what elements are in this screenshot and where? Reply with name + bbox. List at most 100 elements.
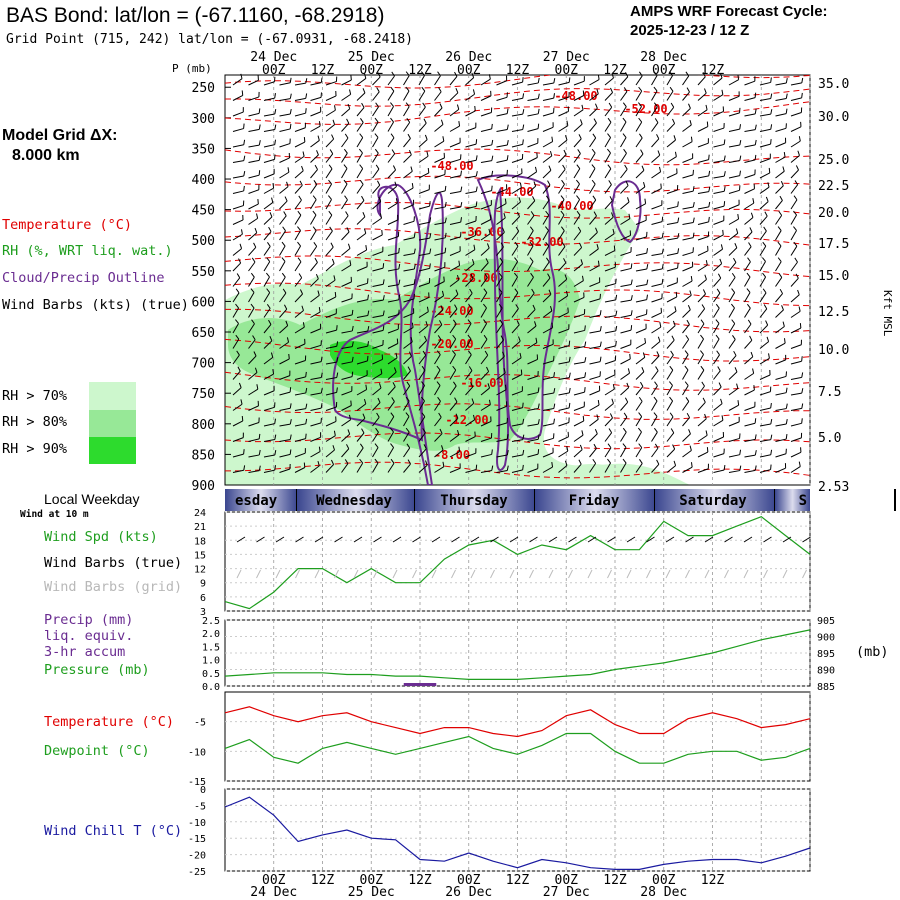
- wind-barb: [558, 278, 568, 287]
- wind-barb: [496, 323, 504, 334]
- wind-barb: [527, 342, 538, 349]
- wind-barb-flag: [241, 229, 243, 235]
- wind-barb-flag: [688, 429, 691, 435]
- wind-barb-flag: [779, 288, 783, 294]
- weekday-cell: [655, 489, 775, 511]
- wind-barb: [573, 80, 585, 86]
- wind-barb: [728, 79, 739, 86]
- wind-barb: [759, 143, 771, 148]
- wind-barb: [403, 385, 411, 396]
- wind-barb-flag: [252, 335, 256, 341]
- wind-barb-flag: [394, 181, 397, 187]
- wind-barb: [434, 433, 443, 442]
- wind-barb-flag: [754, 434, 757, 440]
- wind-barb: [248, 470, 260, 473]
- wind-barb: [511, 374, 523, 380]
- wind-barb-flag: [438, 412, 442, 418]
- wind-barb: [372, 344, 384, 349]
- wind-barb: [775, 293, 783, 303]
- wind-barb: [294, 438, 306, 442]
- wind-barb-flag: [305, 387, 308, 394]
- cloud-outline: [376, 183, 434, 485]
- wind-barb-flag: [367, 341, 370, 347]
- wind-barb-flag: [530, 272, 534, 278]
- grid-point-label: Grid Point (715, 242) lat/lon = (-67.093…: [6, 32, 413, 47]
- wind-barb-flag: [422, 350, 427, 356]
- wind-barb-true: [782, 536, 792, 543]
- wind-barb: [356, 345, 368, 349]
- wind-barb: [620, 431, 627, 442]
- wind-barb: [744, 372, 754, 380]
- wind-barb: [620, 121, 627, 132]
- wind-barb: [294, 170, 304, 179]
- wind-barb-flag: [661, 278, 664, 284]
- wind-barb-flag: [716, 350, 720, 356]
- wind-barb-flag: [320, 372, 323, 378]
- wind-barb: [666, 267, 678, 272]
- wind-barb-flag: [374, 458, 379, 464]
- wind-barb: [449, 236, 461, 241]
- wind-barb-flag: [715, 303, 720, 309]
- kft-tick-label: 17.5: [818, 237, 849, 252]
- wind-barb-flag: [506, 140, 509, 146]
- wind-barb-flag: [336, 341, 339, 347]
- wind-barb: [713, 419, 724, 427]
- wind-barb: [325, 464, 334, 473]
- wind-barb-flag: [305, 93, 308, 99]
- wind-barb: [542, 141, 553, 148]
- wind-barb: [356, 184, 364, 194]
- wind-barb: [341, 215, 349, 225]
- wind-barb: [604, 403, 614, 411]
- isotherm-line: [225, 175, 810, 193]
- hour-label-top: 00Z: [360, 63, 384, 78]
- wind-barb: [635, 236, 647, 241]
- wind-barb-flag: [305, 78, 308, 84]
- wind-barb-flag: [673, 460, 677, 466]
- wind-barb-flag: [529, 226, 534, 231]
- wind-barb: [418, 385, 426, 396]
- wind-barb-flag: [642, 352, 646, 358]
- wind-barb: [589, 137, 597, 148]
- wind-barb: [620, 234, 631, 241]
- wind-barb: [744, 438, 756, 442]
- wind-barb: [759, 201, 769, 210]
- wind-barb: [263, 187, 274, 194]
- wind-barb-flag: [627, 368, 631, 374]
- wind-barb: [496, 405, 507, 411]
- wind-barb: [713, 403, 723, 411]
- wind-barb-flag: [715, 319, 720, 324]
- wind-barb: [325, 391, 337, 396]
- wind-barb: [651, 447, 659, 458]
- wind-barb-flag: [692, 202, 695, 208]
- wind-barb-flag: [536, 152, 538, 158]
- wind-barb: [558, 125, 569, 132]
- wind-barb: [759, 276, 767, 287]
- model-grid-label: Model Grid ΔX:: [2, 127, 118, 144]
- wind-barb-flag: [599, 326, 602, 332]
- isotherm-label: -48.00: [554, 89, 597, 103]
- wind-barb: [248, 128, 260, 132]
- weekday-label-1: Wednesday: [316, 493, 392, 509]
- wind-barb: [325, 153, 334, 163]
- wind-barb-flag: [661, 216, 664, 222]
- wind-barb-flag: [458, 260, 461, 266]
- wind-barb: [635, 75, 643, 86]
- isotherm-label: -36.00: [460, 225, 503, 239]
- wind-barb: [356, 417, 366, 427]
- wind-barb: [713, 469, 725, 473]
- wind-barb-flag: [623, 87, 628, 92]
- windchill-tick-label: -20: [188, 851, 206, 862]
- isotherm-label: -12.00: [445, 413, 488, 427]
- isotherm-label: -28.00: [454, 271, 497, 285]
- wind-barb-flag: [346, 444, 350, 449]
- wind-barb-flag: [390, 458, 395, 464]
- wind-barb-flag: [483, 319, 487, 324]
- wind-barb-flag: [392, 165, 397, 171]
- wind-barb: [604, 330, 616, 334]
- wind-barb: [775, 453, 787, 458]
- wind-barb: [759, 261, 766, 272]
- wind-barb: [759, 469, 771, 473]
- wind-barb: [651, 188, 662, 194]
- wind-barb-flag: [762, 272, 766, 278]
- date-label-bottom: 25 Dec: [348, 885, 395, 900]
